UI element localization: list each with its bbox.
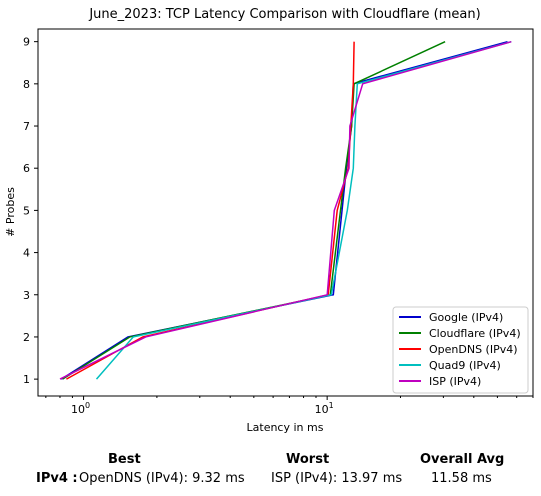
y-axis: 1 2 3 4 5 6 7 8 9	[23, 36, 38, 386]
x-axis: 100 101	[45, 396, 534, 416]
legend-label: ISP (IPv4)	[429, 375, 481, 388]
y-tick-label: 2	[23, 331, 30, 344]
x-tick-label: 100	[71, 401, 90, 416]
y-tick-label: 8	[23, 78, 30, 91]
y-tick-label: 5	[23, 204, 30, 217]
legend-label: Cloudflare (IPv4)	[429, 327, 521, 340]
series-line-isp	[59, 40, 512, 380]
series-line-quad9	[95, 40, 512, 380]
legend-box	[392, 306, 529, 394]
series-line-opendns	[66, 41, 355, 380]
legend-label: Google (IPv4)	[429, 311, 503, 324]
series-lines	[59, 40, 512, 380]
y-tick-label: 7	[23, 120, 30, 133]
y-tick-label: 4	[23, 247, 30, 260]
y-tick-label: 6	[23, 162, 30, 175]
x-tick-label: 101	[315, 401, 334, 416]
y-tick-label: 9	[23, 36, 30, 49]
plot-area	[37, 28, 534, 397]
chart-legend: Google (IPv4) Cloudflare (IPv4) OpenDNS (I…	[392, 306, 529, 394]
x-axis-label: Latency in ms	[247, 421, 324, 434]
chart-title: June_2023: TCP Latency Comparison with C…	[88, 7, 480, 22]
legend-label: OpenDNS (IPv4)	[429, 343, 518, 356]
y-axis-label: # Probes	[4, 187, 17, 237]
y-tick-label: 1	[23, 373, 30, 386]
series-line-cloudflare	[62, 41, 446, 380]
y-tick-label: 3	[23, 289, 30, 302]
legend-label: Quad9 (IPv4)	[429, 359, 501, 372]
